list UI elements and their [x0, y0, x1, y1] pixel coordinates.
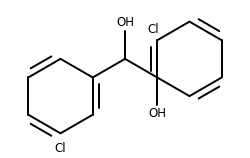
Text: OH: OH: [148, 107, 166, 120]
Text: Cl: Cl: [148, 23, 159, 36]
Text: Cl: Cl: [55, 142, 66, 155]
Text: OH: OH: [116, 16, 134, 29]
